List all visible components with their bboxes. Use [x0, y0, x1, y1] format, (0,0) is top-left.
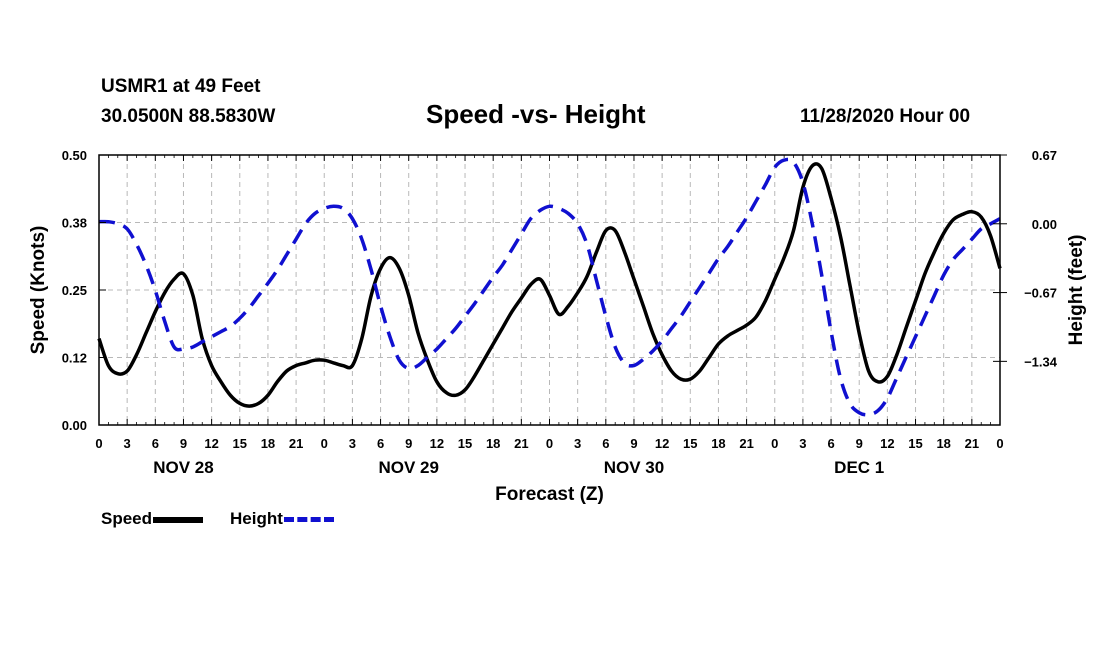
right-tick-label: −0.67: [1024, 286, 1057, 301]
x-tick-label: 6: [152, 436, 159, 451]
x-tick-label: 18: [711, 436, 725, 451]
x-tick-label: 3: [574, 436, 581, 451]
forecast-datetime: 11/28/2020 Hour 00: [800, 106, 971, 127]
chart-title: Speed -vs- Height: [426, 99, 646, 129]
axes: 0 3 6 9 12 15 18 21 0 3 6 9 12 15 18 21 0 3 6 9 12 15 18 21 0 3 6 9…: [62, 148, 1058, 477]
x-tick-label: 21: [514, 436, 528, 451]
day-label: DEC 1: [834, 458, 884, 477]
right-tick-label: −1.34: [1024, 354, 1058, 369]
x-tick-label: 15: [908, 436, 922, 451]
x-tick-label: 3: [799, 436, 806, 451]
left-tick-label: 0.00: [62, 418, 87, 433]
x-tick-label: 21: [289, 436, 303, 451]
left-tick-label: 0.38: [62, 216, 87, 231]
x-tick-label: 21: [965, 436, 979, 451]
left-tick-label: 0.12: [62, 351, 87, 366]
x-axis-title: Forecast (Z): [495, 484, 604, 505]
left-axis-title: Speed (Knots): [28, 226, 49, 355]
day-label: NOV 28: [153, 458, 213, 477]
station-label: USMR1 at 49 Feet: [101, 76, 261, 97]
x-tick-label: 0: [771, 436, 778, 451]
left-tick-label: 0.50: [62, 148, 87, 163]
x-tick-label: 12: [204, 436, 218, 451]
grid: [99, 155, 1000, 425]
legend-speed-label: Speed: [101, 509, 153, 528]
x-tick-label: 15: [683, 436, 697, 451]
x-tick-label: 12: [655, 436, 669, 451]
x-tick-label: 9: [856, 436, 863, 451]
x-tick-label: 9: [405, 436, 412, 451]
legend-height-label: Height: [230, 509, 283, 528]
x-tick-label: 6: [827, 436, 834, 451]
x-tick-label: 0: [546, 436, 553, 451]
legend-height-swatch: [283, 517, 334, 523]
series-group: [97, 157, 1002, 417]
left-tick-label: 0.25: [62, 283, 87, 298]
speed-series-line: [97, 162, 1002, 408]
legend-height: Height: [230, 509, 334, 529]
x-tick-label: 3: [349, 436, 356, 451]
x-tick-label: 6: [377, 436, 384, 451]
x-tick-label: 18: [261, 436, 275, 451]
x-tick-label: 6: [602, 436, 609, 451]
x-tick-label: 18: [936, 436, 950, 451]
x-tick-label: 12: [430, 436, 444, 451]
x-tick-label: 12: [880, 436, 894, 451]
coordinates-label: 30.0500N 88.5830W: [101, 106, 276, 127]
x-tick-label: 0: [95, 436, 102, 451]
x-tick-label: 9: [180, 436, 187, 451]
right-tick-label: 0.00: [1032, 217, 1057, 232]
right-axis-title: Height (feet): [1066, 235, 1087, 346]
right-tick-label: 0.67: [1032, 148, 1057, 163]
x-tick-label: 0: [321, 436, 328, 451]
x-tick-label: 18: [486, 436, 500, 451]
x-tick-label: 21: [739, 436, 753, 451]
x-tick-label: 15: [458, 436, 472, 451]
day-label: NOV 29: [378, 458, 438, 477]
x-tick-label: 0: [996, 436, 1003, 451]
day-label: NOV 30: [604, 458, 664, 477]
x-tick-label: 9: [630, 436, 637, 451]
x-tick-label: 15: [233, 436, 247, 451]
x-tick-label: 3: [124, 436, 131, 451]
height-series-line: [98, 157, 1001, 417]
legend-speed-swatch: [153, 516, 204, 523]
legend-speed: Speed: [101, 509, 204, 529]
